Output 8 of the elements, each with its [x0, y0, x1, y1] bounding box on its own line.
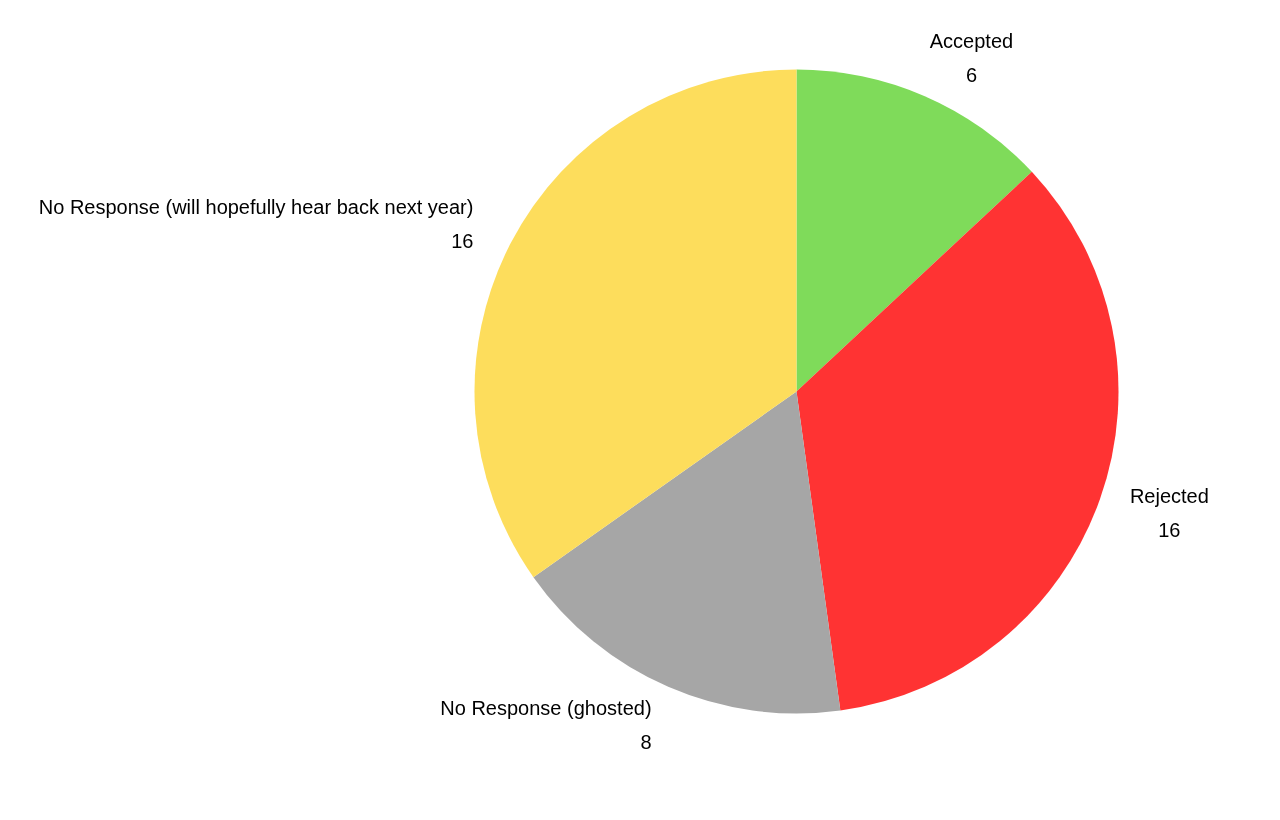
data-label: 16 — [1158, 519, 1181, 542]
data-label: 8 — [640, 731, 652, 754]
slice-label: Accepted — [929, 29, 1014, 52]
slice-label: No Response (ghosted) — [440, 697, 652, 720]
data-label: 6 — [965, 63, 978, 86]
slice-label: Rejected — [1129, 485, 1209, 508]
slice-label: No Response (will hopefully hear back next year) — [38, 196, 474, 219]
data-label: 16 — [451, 230, 474, 253]
